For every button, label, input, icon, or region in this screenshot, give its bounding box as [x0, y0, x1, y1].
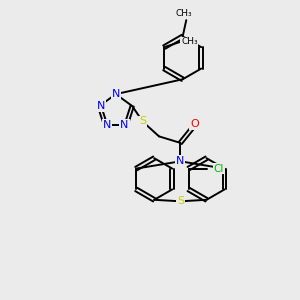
Text: N: N [176, 156, 184, 166]
Text: N: N [112, 89, 120, 99]
Text: Cl: Cl [214, 164, 224, 174]
Text: O: O [190, 119, 199, 129]
Text: S: S [177, 196, 184, 206]
Text: N: N [103, 120, 111, 130]
Text: N: N [97, 101, 105, 111]
Text: CH₃: CH₃ [176, 9, 192, 18]
Text: N: N [120, 120, 129, 130]
Text: CH₃: CH₃ [181, 37, 198, 46]
Text: S: S [139, 116, 146, 127]
